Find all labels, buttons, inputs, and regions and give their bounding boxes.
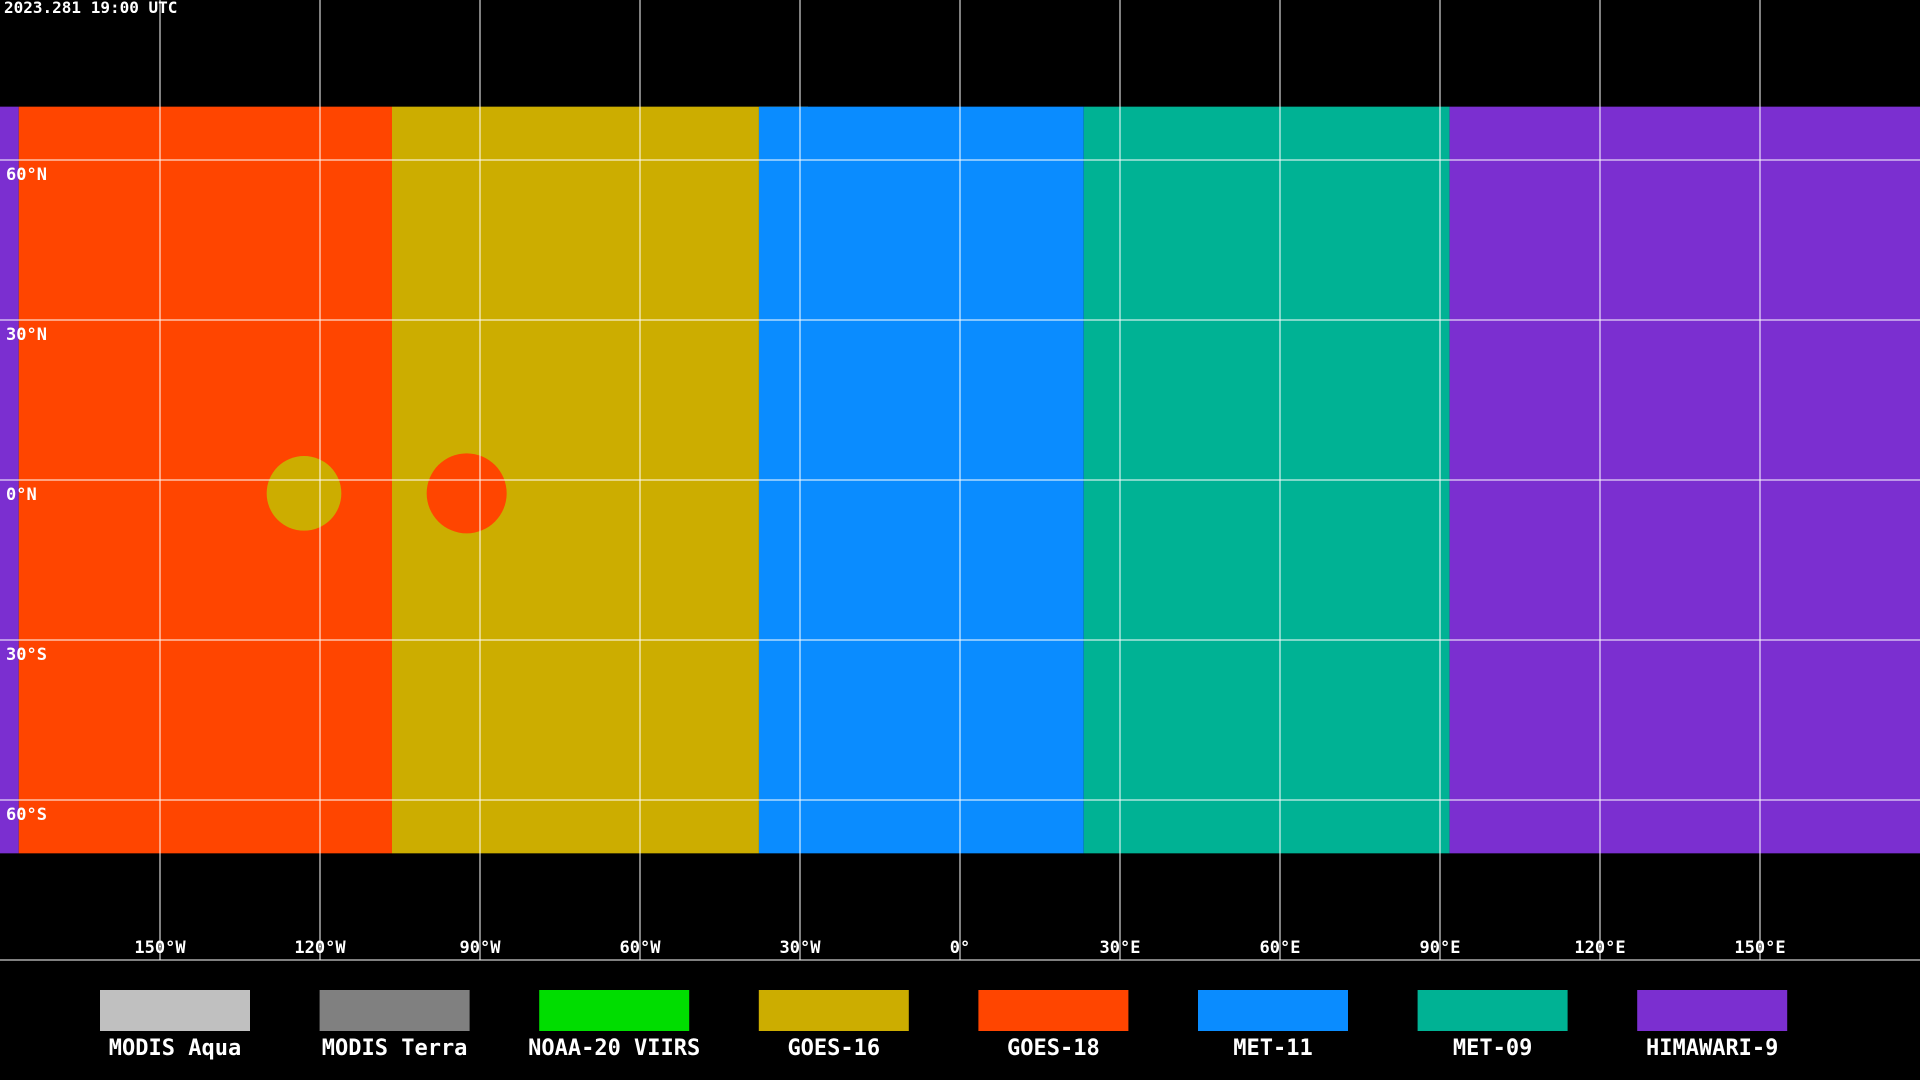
legend: MODIS Aqua MODIS Terra NOAA-20 VIIRS GOES-1… (100, 990, 1788, 1061)
legend-swatch (319, 990, 470, 1031)
legend-label: MODIS Terra (322, 1036, 468, 1061)
legend-label: MET-11 (1233, 1036, 1312, 1061)
legend-label: HIMAWARI-9 (1646, 1036, 1778, 1061)
longitude-label: 60°W (620, 938, 662, 958)
longitude-label: 150°E (1734, 938, 1785, 958)
coverage-spot (266, 456, 342, 531)
timestamp: 2023.281 19:00 UTC (4, 0, 177, 17)
legend-swatch (1198, 990, 1348, 1031)
legend-label: MET-09 (1453, 1036, 1532, 1061)
legend-label: MODIS Aqua (109, 1036, 241, 1061)
longitude-label: 30°W (780, 938, 822, 958)
graticule: 150°W 120°W 90°W 60°W 30°W 0° 30°E 60°E 90°E 120°… (0, 0, 1920, 961)
latitude-label: 0°N (6, 485, 37, 505)
legend-label: NOAA-20 VIIRS (528, 1036, 700, 1061)
legend-swatch (1637, 990, 1788, 1031)
longitude-label: 90°W (460, 938, 502, 958)
latitude-label: 60°S (6, 805, 47, 825)
latitude-label: 30°S (6, 645, 47, 665)
coverage-spot (426, 453, 507, 534)
longitude-label: 90°E (1420, 938, 1461, 958)
legend-swatch (758, 990, 909, 1031)
legend-swatch (539, 990, 690, 1031)
latitude-label: 30°N (6, 325, 47, 345)
legend-label: GOES-16 (787, 1036, 880, 1061)
longitude-label: 0° (950, 938, 970, 958)
latitude-label: 60°N (6, 165, 47, 185)
longitude-label: 30°E (1100, 938, 1141, 958)
legend-label: GOES-18 (1007, 1036, 1100, 1061)
legend-swatch (1417, 990, 1568, 1031)
longitude-label: 120°E (1574, 938, 1625, 958)
legend-swatch (100, 990, 250, 1031)
legend-swatch (978, 990, 1129, 1031)
longitude-label: 60°E (1260, 938, 1301, 958)
longitude-label: 150°W (134, 938, 186, 958)
longitude-label: 120°W (294, 938, 346, 958)
